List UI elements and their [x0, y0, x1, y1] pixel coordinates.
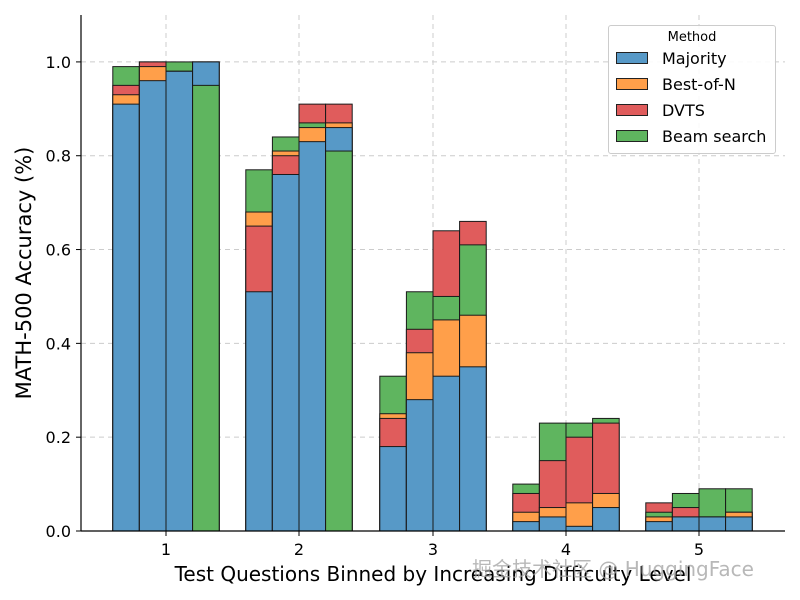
y-tick-label: 0.6: [46, 241, 71, 260]
majority-bar: [671, 516, 700, 532]
legend-swatch: [616, 104, 648, 116]
x-tick-label: 1: [161, 540, 171, 559]
bars: [112, 61, 753, 532]
majority-bar: [645, 521, 673, 532]
legend: Method Majority Best-of-N DVTS Beam search: [608, 25, 776, 154]
majority-bar: [138, 80, 167, 532]
y-tick-label: 0.8: [46, 147, 71, 166]
legend-swatch: [616, 78, 648, 90]
y-tick-label: 1.0: [46, 53, 71, 72]
majority-bar: [298, 141, 327, 532]
majority-bar: [165, 70, 194, 532]
majority-bar: [698, 516, 727, 532]
y-tick-label: 0.4: [46, 334, 71, 353]
majority-bar: [592, 507, 620, 532]
x-axis-label: Test Questions Binned by Increasing Diff…: [174, 562, 692, 586]
y-axis-label: MATH-500 Accuracy (%): [12, 147, 36, 400]
legend-label: DVTS: [662, 100, 705, 120]
x-tick-label: 3: [428, 540, 438, 559]
majority-bar: [379, 446, 407, 532]
legend-title: Method: [667, 30, 717, 45]
axes: 0.0 0.2 0.4 0.6 0.8 1.0 1 2 3 4 5: [46, 15, 785, 559]
beam-search-bar: [325, 150, 353, 532]
legend-item: DVTS: [616, 97, 775, 123]
majority-bar: [459, 366, 487, 532]
legend-item: Beam search: [616, 123, 775, 149]
x-tick-label: 2: [294, 540, 304, 559]
beam-search-bar: [192, 84, 220, 532]
majority-bar: [432, 375, 461, 532]
majority-bar: [271, 173, 300, 532]
majority-bar: [565, 525, 594, 532]
legend-swatch: [616, 130, 648, 142]
majority-bar: [512, 521, 540, 532]
y-tick-label: 0.0: [46, 522, 71, 541]
legend-label: Beam search: [662, 126, 767, 146]
x-tick-label: 4: [561, 540, 571, 559]
legend-item: Best-of-N: [616, 71, 775, 97]
majority-bar: [725, 516, 753, 532]
majority-bar: [112, 103, 140, 532]
majority-bar: [245, 291, 273, 532]
legend-label: Best-of-N: [662, 74, 736, 94]
legend-item: Majority: [616, 45, 775, 71]
watermark: 掘金技术社区 @ HuggingFace: [472, 557, 754, 581]
majority-bar: [538, 516, 567, 532]
majority-bar: [405, 399, 434, 532]
x-tick-label: 5: [694, 540, 704, 559]
y-tick-label: 0.2: [46, 428, 71, 447]
legend-label: Majority: [662, 48, 727, 68]
legend-swatch: [616, 52, 648, 64]
